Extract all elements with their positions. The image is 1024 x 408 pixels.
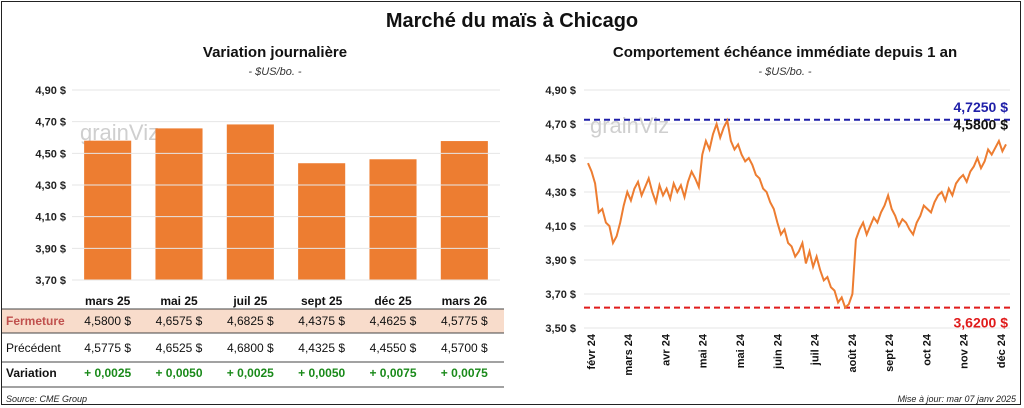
line-y-tick-label: 4,30 $ — [545, 187, 576, 199]
bar-chart-y-axis: 3,70 $ 3,90 $ 4,10 $ 4,30 $ 4,50 $ 4,70 $ 4,90… — [35, 85, 500, 287]
bar — [369, 159, 417, 280]
table-cell: 4,6800 $ — [227, 341, 274, 355]
bar-y-tick-label: 4,50 $ — [35, 148, 66, 160]
bar-chart-unit: - $US/bo. - — [248, 66, 302, 78]
source-note: Source: CME Group — [6, 394, 88, 404]
bar-y-tick-label: 3,70 $ — [35, 275, 66, 287]
bar — [155, 128, 203, 280]
line-y-tick-label: 3,70 $ — [545, 289, 576, 301]
bar-y-tick-label: 4,70 $ — [35, 117, 66, 129]
table-cell: 4,5700 $ — [441, 341, 488, 355]
data-table: Fermeture 4,5800 $ 4,6575 $ 4,6825 $ 4,4375 … — [2, 308, 504, 388]
line-y-tick-label: 3,90 $ — [545, 255, 576, 267]
bar-y-tick-label: 4,90 $ — [35, 85, 66, 97]
bar-y-tick-label: 4,10 $ — [35, 212, 66, 224]
low-reference-label: 3,6200 $ — [954, 315, 1009, 331]
line-x-tick-label: oct 24 — [921, 333, 933, 366]
table-cell: 4,6575 $ — [156, 314, 203, 328]
line-x-tick-label: mars 24 — [623, 333, 635, 375]
line-x-tick-label: déc 24 — [996, 333, 1008, 368]
line-x-tick-label: févr 24 — [586, 333, 598, 369]
price-series-line — [587, 117, 1007, 310]
bar — [226, 124, 274, 280]
line-x-tick-label: nov 24 — [959, 333, 971, 369]
table-cell: 4,4625 $ — [370, 314, 417, 328]
table-cell: 4,4375 $ — [298, 314, 345, 328]
table-cell: 4,4550 $ — [370, 341, 417, 355]
table-cell: + 0,0075 — [369, 366, 416, 380]
line-x-tick-label: avr 24 — [660, 333, 672, 366]
bar-category-label: mars 26 — [442, 294, 488, 308]
line-x-tick-label: mai 24 — [735, 333, 747, 368]
line-x-tick-label: août 24 — [847, 333, 859, 372]
line-chart-unit: - $US/bo. - — [758, 66, 812, 78]
line-x-tick-label: juin 24 — [772, 333, 784, 370]
bar — [298, 163, 346, 280]
bar-category-label: déc 25 — [374, 294, 412, 308]
line-y-tick-label: 4,10 $ — [545, 221, 576, 233]
line-chart-title: Comportement échéance immédiate depuis 1… — [612, 44, 958, 61]
table-cell: 4,6525 $ — [156, 341, 203, 355]
table-cell: + 0,0050 — [298, 366, 345, 380]
bar-category-label: mai 25 — [160, 294, 198, 308]
table-row-label: Précédent — [6, 341, 61, 355]
bar — [440, 141, 488, 280]
line-y-tick-label: 4,70 $ — [545, 119, 576, 131]
bar-chart-title: Variation journalière — [202, 44, 348, 61]
line-x-tick-label: sept 24 — [884, 333, 896, 372]
table-cell: + 0,0025 — [84, 366, 131, 380]
last-value-label: 4,5800 $ — [954, 116, 1009, 132]
line-y-tick-label: 4,90 $ — [545, 85, 576, 97]
bar-category-label: sept 25 — [301, 294, 343, 308]
table-cell: + 0,0025 — [227, 366, 274, 380]
table-row-highlight — [2, 309, 504, 333]
line-y-tick-label: 3,50 $ — [545, 323, 576, 335]
bar — [84, 140, 132, 280]
bar-y-tick-label: 4,30 $ — [35, 180, 66, 192]
table-cell: 4,4325 $ — [298, 341, 345, 355]
watermark: grainViz — [590, 113, 669, 138]
bar-category-label: juil 25 — [232, 294, 267, 308]
table-cell: 4,6825 $ — [227, 314, 274, 328]
table-cell: + 0,0075 — [441, 366, 488, 380]
line-x-tick-label: mai 24 — [698, 333, 710, 368]
line-x-tick-label: juil 24 — [810, 333, 822, 366]
line-chart: 3,50 $ 3,70 $ 3,90 $ 4,10 $ 4,30 $ 4,50 $ 4,70… — [545, 85, 1010, 376]
table-cell: + 0,0050 — [155, 366, 202, 380]
table-row-label: Variation — [6, 366, 57, 380]
bar-category-label: mars 25 — [85, 294, 131, 308]
table-cell: 4,5775 $ — [441, 314, 488, 328]
update-note: Mise à jour: mar 07 janv 2025 — [897, 394, 1016, 404]
table-row-label: Fermeture — [6, 314, 65, 328]
line-y-tick-label: 4,50 $ — [545, 153, 576, 165]
table-cell: 4,5775 $ — [84, 341, 131, 355]
bar-y-tick-label: 3,90 $ — [35, 243, 66, 255]
table-cell: 4,5800 $ — [84, 314, 131, 328]
page-title: Marché du maïs à Chicago — [385, 10, 639, 32]
high-reference-label: 4,7250 $ — [954, 99, 1009, 115]
